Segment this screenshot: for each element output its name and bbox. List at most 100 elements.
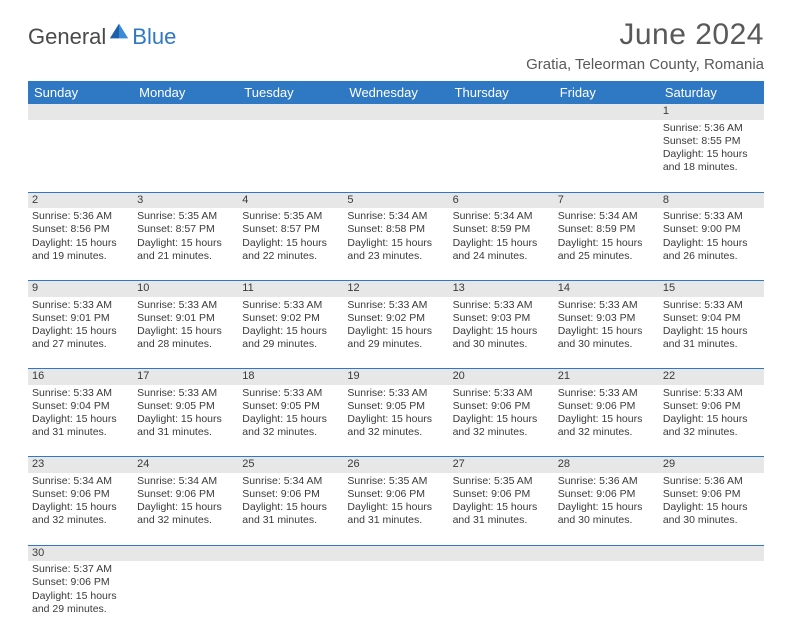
daylight-line: Daylight: 15 hours and 31 minutes. <box>663 325 760 351</box>
calendar-table: Sunday Monday Tuesday Wednesday Thursday… <box>28 81 764 633</box>
sunrise-line: Sunrise: 5:36 AM <box>558 475 655 488</box>
week-row: Sunrise: 5:36 AMSunset: 8:55 PMDaylight:… <box>28 120 764 192</box>
sunset-line: Sunset: 9:06 PM <box>663 400 760 413</box>
sunset-line: Sunset: 9:06 PM <box>137 488 234 501</box>
weekday-header: Wednesday <box>343 81 448 104</box>
daylight-line: Daylight: 15 hours and 32 minutes. <box>32 501 129 527</box>
day-number-cell: 11 <box>238 280 343 296</box>
sunrise-line: Sunrise: 5:33 AM <box>32 299 129 312</box>
daylight-line: Daylight: 15 hours and 28 minutes. <box>137 325 234 351</box>
sunrise-line: Sunrise: 5:34 AM <box>347 210 444 223</box>
daylight-line: Daylight: 15 hours and 19 minutes. <box>32 237 129 263</box>
sunrise-line: Sunrise: 5:33 AM <box>32 387 129 400</box>
title-block: June 2024 Gratia, Teleorman County, Roma… <box>526 18 764 73</box>
page-title: June 2024 <box>526 18 764 52</box>
sunrise-line: Sunrise: 5:37 AM <box>32 563 129 576</box>
day-number-cell <box>554 545 659 561</box>
day-number-cell: 2 <box>28 192 133 208</box>
sunrise-line: Sunrise: 5:34 AM <box>32 475 129 488</box>
day-cell: Sunrise: 5:33 AMSunset: 9:06 PMDaylight:… <box>449 385 554 457</box>
daylight-line: Daylight: 15 hours and 29 minutes. <box>347 325 444 351</box>
day-cell: Sunrise: 5:36 AMSunset: 9:06 PMDaylight:… <box>659 473 764 545</box>
week-row: Sunrise: 5:34 AMSunset: 9:06 PMDaylight:… <box>28 473 764 545</box>
daylight-line: Daylight: 15 hours and 31 minutes. <box>453 501 550 527</box>
day-number-cell: 13 <box>449 280 554 296</box>
daylight-line: Daylight: 15 hours and 31 minutes. <box>347 501 444 527</box>
week-row: Sunrise: 5:37 AMSunset: 9:06 PMDaylight:… <box>28 561 764 633</box>
day-cell <box>449 120 554 192</box>
day-cell <box>343 120 448 192</box>
day-number-cell: 21 <box>554 369 659 385</box>
daylight-line: Daylight: 15 hours and 21 minutes. <box>137 237 234 263</box>
day-number-cell: 22 <box>659 369 764 385</box>
day-cell <box>238 120 343 192</box>
sunrise-line: Sunrise: 5:33 AM <box>453 387 550 400</box>
day-number-cell <box>343 545 448 561</box>
day-number-cell: 6 <box>449 192 554 208</box>
day-number-cell <box>238 545 343 561</box>
day-cell <box>133 561 238 633</box>
sunrise-line: Sunrise: 5:34 AM <box>453 210 550 223</box>
sunset-line: Sunset: 8:59 PM <box>453 223 550 236</box>
day-cell: Sunrise: 5:33 AMSunset: 9:03 PMDaylight:… <box>554 297 659 369</box>
daylight-line: Daylight: 15 hours and 31 minutes. <box>137 413 234 439</box>
sunset-line: Sunset: 9:04 PM <box>32 400 129 413</box>
day-number-cell: 14 <box>554 280 659 296</box>
day-number-cell: 25 <box>238 457 343 473</box>
sunset-line: Sunset: 9:06 PM <box>663 488 760 501</box>
day-number-row: 1 <box>28 104 764 120</box>
sunset-line: Sunset: 9:06 PM <box>453 400 550 413</box>
sunrise-line: Sunrise: 5:36 AM <box>663 122 760 135</box>
day-cell: Sunrise: 5:33 AMSunset: 9:03 PMDaylight:… <box>449 297 554 369</box>
sunrise-line: Sunrise: 5:34 AM <box>242 475 339 488</box>
sunset-line: Sunset: 9:01 PM <box>32 312 129 325</box>
day-number-cell: 12 <box>343 280 448 296</box>
day-cell <box>554 120 659 192</box>
day-number-cell: 17 <box>133 369 238 385</box>
day-cell: Sunrise: 5:34 AMSunset: 8:59 PMDaylight:… <box>554 208 659 280</box>
day-cell: Sunrise: 5:33 AMSunset: 9:01 PMDaylight:… <box>133 297 238 369</box>
sunset-line: Sunset: 9:06 PM <box>347 488 444 501</box>
day-cell: Sunrise: 5:34 AMSunset: 8:58 PMDaylight:… <box>343 208 448 280</box>
day-number-row: 23242526272829 <box>28 457 764 473</box>
day-cell: Sunrise: 5:33 AMSunset: 9:06 PMDaylight:… <box>659 385 764 457</box>
sunrise-line: Sunrise: 5:34 AM <box>137 475 234 488</box>
weekday-header: Thursday <box>449 81 554 104</box>
daylight-line: Daylight: 15 hours and 32 minutes. <box>663 413 760 439</box>
day-cell <box>449 561 554 633</box>
sunset-line: Sunset: 8:56 PM <box>32 223 129 236</box>
day-number-cell: 24 <box>133 457 238 473</box>
day-cell: Sunrise: 5:33 AMSunset: 9:04 PMDaylight:… <box>659 297 764 369</box>
daylight-line: Daylight: 15 hours and 30 minutes. <box>453 325 550 351</box>
sunset-line: Sunset: 9:03 PM <box>558 312 655 325</box>
weekday-header: Saturday <box>659 81 764 104</box>
week-row: Sunrise: 5:33 AMSunset: 9:04 PMDaylight:… <box>28 385 764 457</box>
week-row: Sunrise: 5:33 AMSunset: 9:01 PM Daylight:… <box>28 297 764 369</box>
day-number-cell: 5 <box>343 192 448 208</box>
day-number-row: 30 <box>28 545 764 561</box>
sunset-line: Sunset: 8:57 PM <box>137 223 234 236</box>
sunrise-line: Sunrise: 5:35 AM <box>453 475 550 488</box>
sunset-line: Sunset: 9:00 PM <box>663 223 760 236</box>
header: General Blue June 2024 Gratia, Teleorman… <box>28 18 764 73</box>
day-number-cell: 8 <box>659 192 764 208</box>
daylight-line: Daylight: 15 hours and 26 minutes. <box>663 237 760 263</box>
sunrise-line: Sunrise: 5:33 AM <box>558 387 655 400</box>
day-number-cell: 9 <box>28 280 133 296</box>
day-cell <box>238 561 343 633</box>
brand-logo: General Blue <box>28 18 176 50</box>
sunrise-line: Sunrise: 5:33 AM <box>663 387 760 400</box>
daylight-line: Daylight: 15 hours and 32 minutes. <box>558 413 655 439</box>
day-number-cell <box>133 545 238 561</box>
day-number-cell <box>238 104 343 120</box>
day-cell: Sunrise: 5:33 AMSunset: 9:02 PMDaylight:… <box>238 297 343 369</box>
sunset-line: Sunset: 9:02 PM <box>242 312 339 325</box>
day-number-cell: 19 <box>343 369 448 385</box>
day-number-row: 9101112131415 <box>28 280 764 296</box>
sunset-line: Sunset: 8:55 PM <box>663 135 760 148</box>
day-cell: Sunrise: 5:35 AMSunset: 8:57 PMDaylight:… <box>133 208 238 280</box>
daylight-line: Daylight: 15 hours and 24 minutes. <box>453 237 550 263</box>
day-cell: Sunrise: 5:34 AMSunset: 9:06 PMDaylight:… <box>238 473 343 545</box>
sunrise-line: Sunrise: 5:35 AM <box>347 475 444 488</box>
day-cell: Sunrise: 5:36 AMSunset: 8:55 PMDaylight:… <box>659 120 764 192</box>
